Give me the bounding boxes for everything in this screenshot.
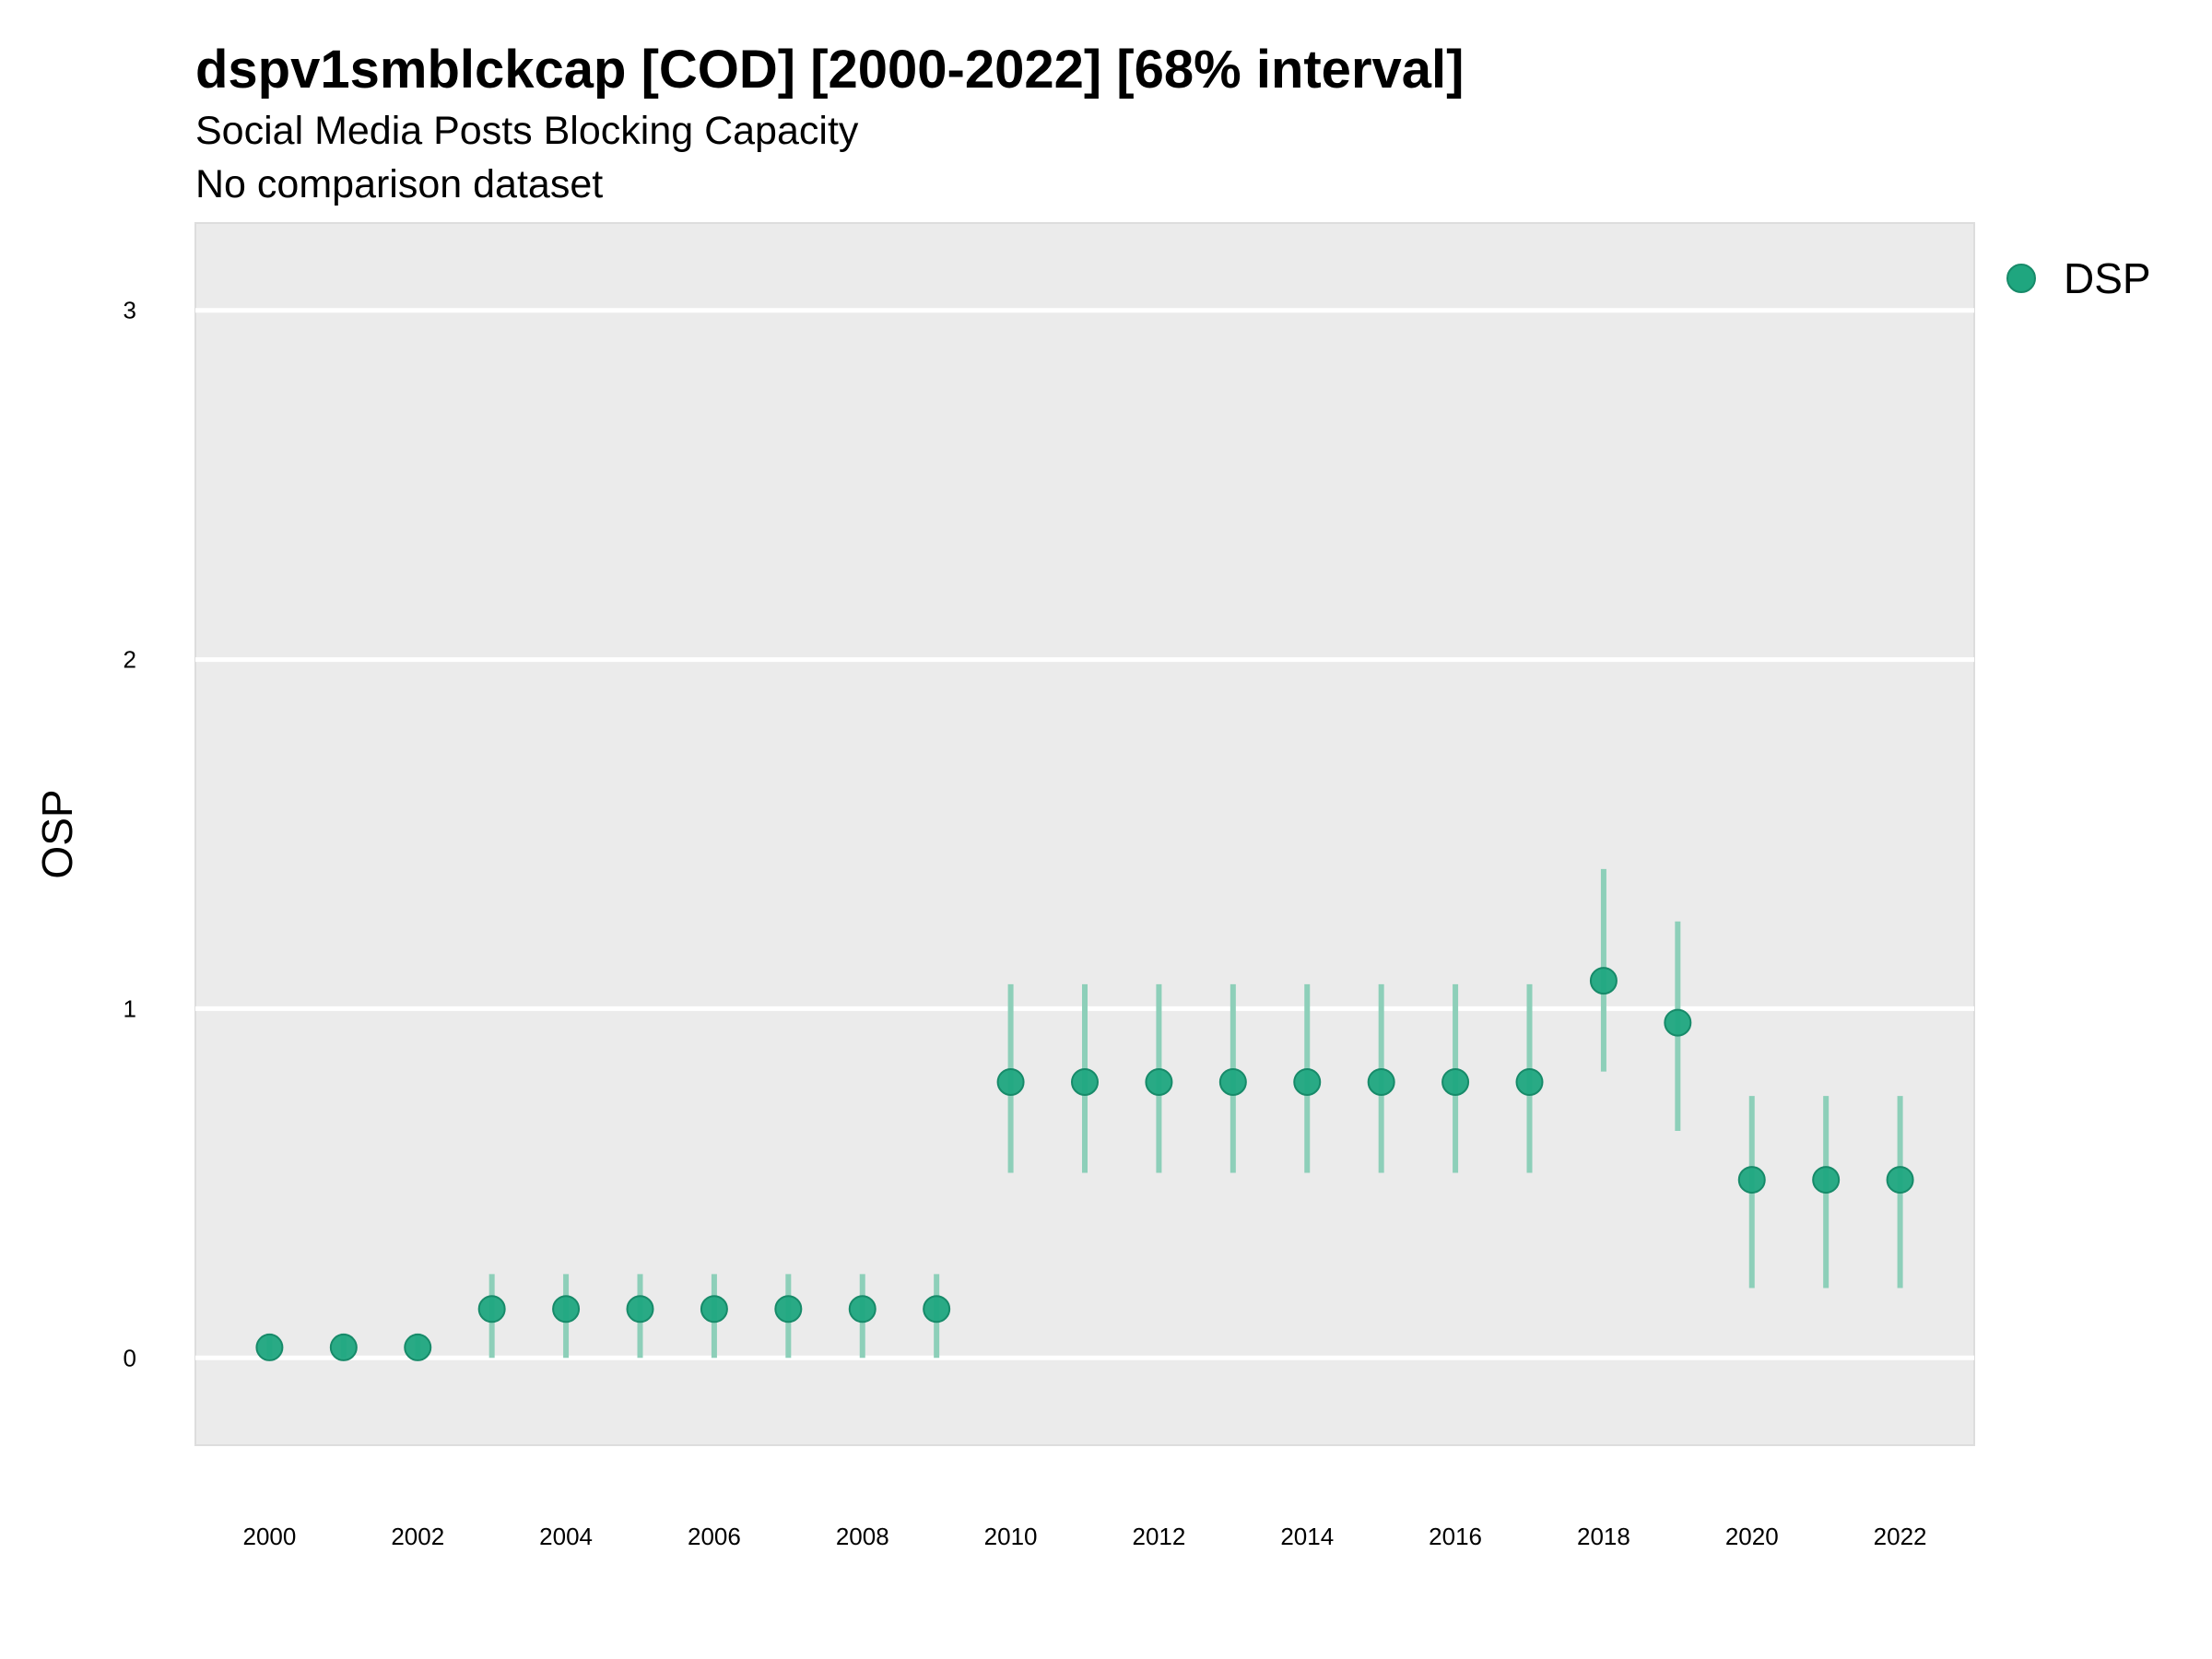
data-point [1293,1067,1322,1096]
data-point [1589,967,1618,995]
chart-caption: No comparison dataset [195,162,603,206]
x-tick-label: 2014 [1280,1523,1334,1550]
data-point [1664,1008,1692,1037]
data-point [552,1295,581,1324]
y-tick-label: 2 [124,646,136,674]
data-point [404,1333,432,1361]
x-tick-label: 2008 [836,1523,889,1550]
x-tick-label: 2016 [1429,1523,1482,1550]
chart-title: dspv1smblckcap [COD] [2000-2022] [68% in… [195,40,1464,100]
data-point [848,1295,877,1324]
x-tick-label: 2000 [242,1523,296,1550]
data-point [996,1067,1025,1096]
y-tick-label: 0 [124,1344,136,1371]
x-tick-label: 2022 [1874,1523,1927,1550]
y-tick-label: 1 [124,994,136,1022]
x-tick-label: 2012 [1132,1523,1185,1550]
y-tick-label: 3 [124,297,136,324]
data-point [477,1295,506,1324]
data-point [1441,1067,1470,1096]
chart-subtitle: Social Media Posts Blocking Capacity [195,109,859,153]
legend-marker-dsp [2006,264,2036,293]
data-point [255,1333,284,1361]
legend: DSP [2006,254,2151,302]
x-tick-label: 2002 [391,1523,444,1550]
data-point [329,1333,358,1361]
y-axis-ticks: 0 1 2 3 [124,297,136,1372]
data-point [1218,1067,1247,1096]
x-tick-label: 2010 [984,1523,1038,1550]
data-point [1071,1067,1099,1096]
x-tick-label: 2006 [688,1523,741,1550]
data-point [1515,1067,1544,1096]
plot-panel [194,222,1975,1446]
data-point [1886,1166,1914,1194]
data-point [700,1295,728,1324]
x-tick-label: 2004 [539,1523,593,1550]
legend-label-dsp: DSP [2064,254,2151,302]
x-axis-ticks: 2000 2002 2004 2006 2008 2010 2012 2014 2016 2018… [242,1523,1926,1550]
data-point [1737,1166,1766,1194]
data-point [1367,1067,1395,1096]
x-tick-label: 2020 [1725,1523,1779,1550]
x-tick-label: 2018 [1577,1523,1630,1550]
data-points [255,967,1914,1361]
data-point [1145,1067,1173,1096]
y-axis-label: OSP [33,789,81,878]
data-point [923,1295,951,1324]
data-point [774,1295,803,1324]
data-point [1812,1166,1841,1194]
data-point [626,1295,654,1324]
